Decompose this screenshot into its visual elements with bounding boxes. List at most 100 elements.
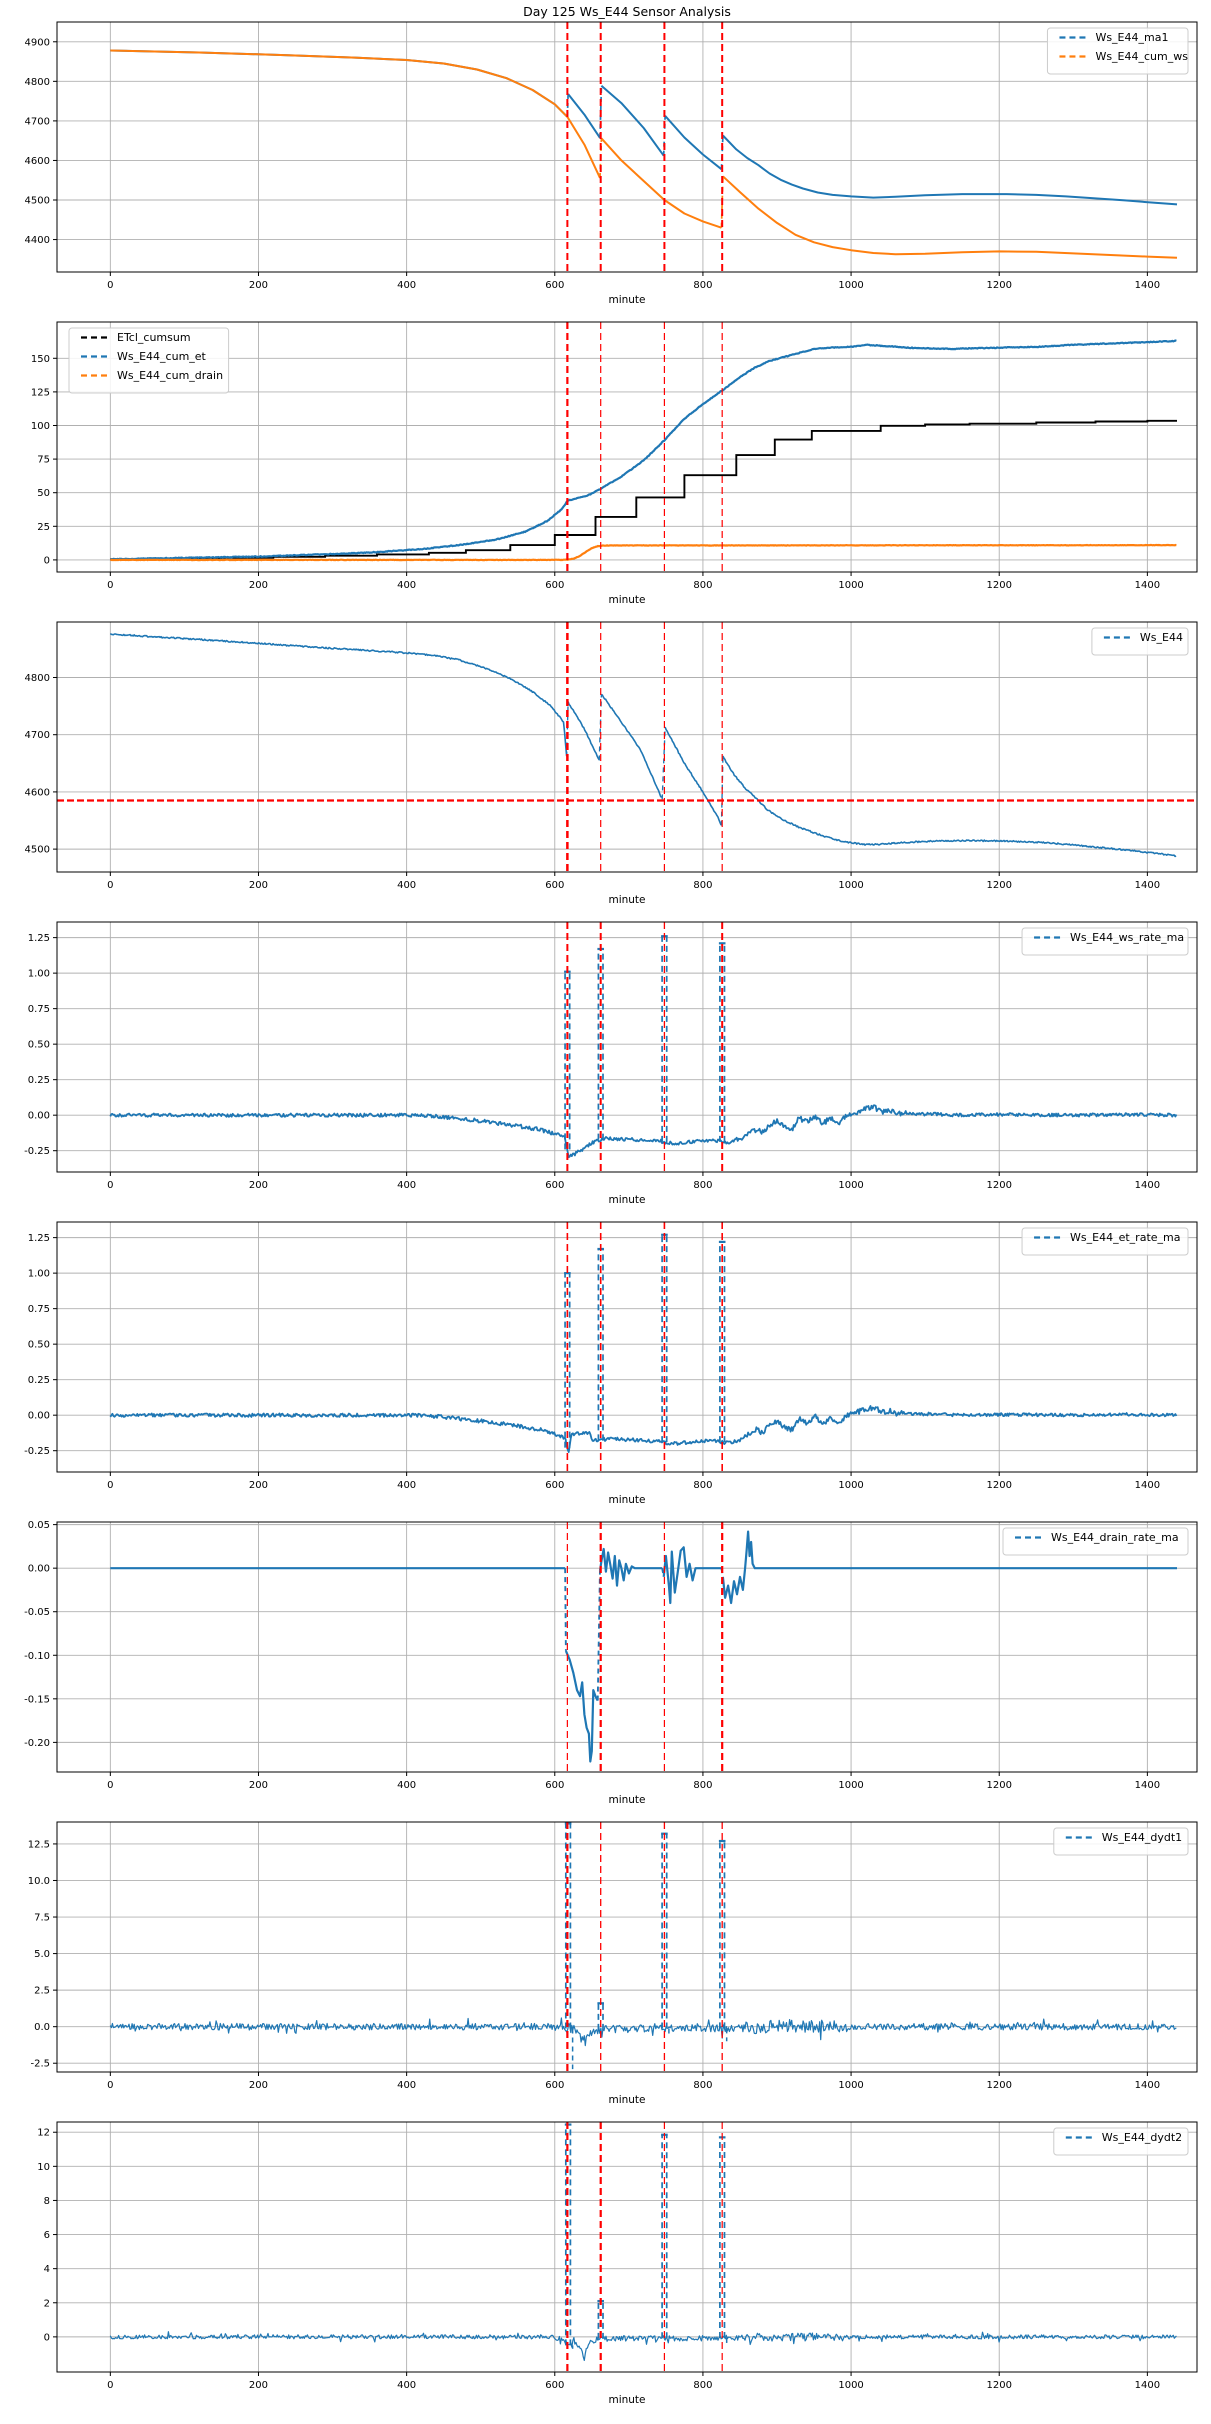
svg-text:400: 400 <box>397 280 416 291</box>
svg-text:Ws_E44_ws_rate_ma: Ws_E44_ws_rate_ma <box>1070 931 1184 944</box>
svg-text:1.25: 1.25 <box>28 933 50 944</box>
svg-text:600: 600 <box>545 880 564 891</box>
svg-text:0: 0 <box>107 1480 113 1491</box>
svg-text:4500: 4500 <box>25 196 50 207</box>
svg-text:-0.20: -0.20 <box>24 1738 50 1749</box>
svg-text:0.50: 0.50 <box>28 1040 50 1051</box>
svg-text:200: 200 <box>249 1480 268 1491</box>
panel-6-drain-rate: 0 200 400 600 800 1000 1200 1400 -0.20 -0.15 -0.10… <box>0 1520 1211 1820</box>
svg-text:4600: 4600 <box>25 787 50 798</box>
svg-text:1200: 1200 <box>986 880 1011 891</box>
svg-text:800: 800 <box>693 1480 712 1491</box>
series-Ws_E44_drain_rate_ma <box>110 1530 1177 1763</box>
svg-text:600: 600 <box>545 580 564 591</box>
svg-text:Ws_E44: Ws_E44 <box>1140 631 1183 644</box>
svg-text:1000: 1000 <box>838 280 863 291</box>
svg-text:0.00: 0.00 <box>28 1564 50 1575</box>
svg-text:0.50: 0.50 <box>28 1340 50 1351</box>
panel-5-plot: 0 200 400 600 800 1000 1200 1400 -0.25 0.00 0.25 0.… <box>24 1221 1198 1506</box>
svg-text:0: 0 <box>107 1780 113 1791</box>
x-axis-label: minute <box>608 2094 645 2106</box>
svg-text:0: 0 <box>44 2332 50 2343</box>
tick-labels: 0 200 400 600 800 1000 1200 1400 4500 4600 4700 480… <box>25 673 1161 891</box>
tick-labels: 0 200 400 600 800 1000 1200 1400 4400 4500 4600 470… <box>25 37 1161 291</box>
svg-text:Ws_E44_cum_et: Ws_E44_cum_et <box>117 350 207 363</box>
svg-text:50: 50 <box>37 488 50 499</box>
svg-text:4700: 4700 <box>25 730 50 741</box>
svg-text:12.5: 12.5 <box>28 1839 50 1850</box>
event-lines <box>566 1522 724 1772</box>
tick-labels: 0 200 400 600 800 1000 1200 1400 -0.20 -0.15 -0.10… <box>24 1520 1160 1791</box>
series-Ws_E44 <box>109 632 1177 858</box>
panel-1-ma1-cumws: 0 200 400 600 800 1000 1200 1400 4400 4500 4600 470… <box>0 20 1211 320</box>
panel-4-plot: 0 200 400 600 800 1000 1200 1400 -0.25 0.00 0.25 0.… <box>24 921 1198 1206</box>
svg-text:2: 2 <box>44 2298 50 2309</box>
svg-text:1.00: 1.00 <box>28 969 50 980</box>
svg-text:600: 600 <box>545 1780 564 1791</box>
series-group <box>109 632 1177 858</box>
svg-text:1.00: 1.00 <box>28 1269 50 1280</box>
svg-text:0: 0 <box>107 2380 113 2391</box>
svg-text:0: 0 <box>107 1180 113 1191</box>
figure-title: Day 125 Ws_E44 Sensor Analysis <box>523 4 731 19</box>
series-Ws_E44_cum_drain <box>110 543 1177 562</box>
legend: Ws_E44_ws_rate_ma <box>1021 927 1189 956</box>
svg-text:800: 800 <box>693 2380 712 2391</box>
svg-text:800: 800 <box>693 1780 712 1791</box>
svg-text:800: 800 <box>693 1180 712 1191</box>
panel-3-raw-ws: 0 200 400 600 800 1000 1200 1400 4500 4600 4700 480… <box>0 620 1211 920</box>
svg-text:200: 200 <box>249 2080 268 2091</box>
svg-text:0.75: 0.75 <box>28 1004 50 1015</box>
panel-3-plot: 0 200 400 600 800 1000 1200 1400 4500 4600 4700 480… <box>25 621 1198 906</box>
svg-text:25: 25 <box>37 522 50 533</box>
svg-text:7.5: 7.5 <box>34 1913 50 1924</box>
svg-text:0.0: 0.0 <box>34 2022 50 2033</box>
event-lines <box>566 622 723 872</box>
svg-text:0.25: 0.25 <box>28 1075 50 1086</box>
svg-text:-0.15: -0.15 <box>24 1694 50 1705</box>
grid <box>57 1822 1197 2072</box>
svg-text:600: 600 <box>545 280 564 291</box>
svg-text:1200: 1200 <box>986 1480 1011 1491</box>
event-lines <box>566 322 723 572</box>
svg-text:1200: 1200 <box>986 2380 1011 2391</box>
panel-8-plot: 0 200 400 600 800 1000 1200 1400 0 2 4 6 8 10 12 minute… <box>37 2121 1198 2406</box>
svg-text:10.0: 10.0 <box>28 1876 50 1887</box>
svg-text:200: 200 <box>249 580 268 591</box>
svg-text:12: 12 <box>37 2128 50 2139</box>
svg-text:-2.5: -2.5 <box>30 2059 50 2070</box>
svg-text:600: 600 <box>545 1180 564 1191</box>
svg-text:400: 400 <box>397 1480 416 1491</box>
svg-text:0: 0 <box>107 280 113 291</box>
legend: Ws_E44_dydt2 <box>1053 2127 1189 2156</box>
svg-text:4600: 4600 <box>25 156 50 167</box>
svg-text:4500: 4500 <box>25 845 50 856</box>
svg-text:400: 400 <box>397 1180 416 1191</box>
svg-text:5.0: 5.0 <box>34 1949 50 1960</box>
series-ETcl_cumsum <box>110 419 1177 561</box>
svg-text:ETcl_cumsum: ETcl_cumsum <box>117 331 191 344</box>
series-group <box>109 935 1178 1159</box>
svg-text:1000: 1000 <box>838 2380 863 2391</box>
svg-text:1000: 1000 <box>838 1180 863 1191</box>
x-axis-label: minute <box>608 594 645 606</box>
svg-text:75: 75 <box>37 455 50 466</box>
svg-text:10: 10 <box>37 2162 50 2173</box>
svg-text:1400: 1400 <box>1135 880 1160 891</box>
panel-2-cumulatives: 0 200 400 600 800 1000 1200 1400 0 25 50 75 100 125 15… <box>0 320 1211 620</box>
svg-text:125: 125 <box>31 387 50 398</box>
svg-text:0: 0 <box>107 880 113 891</box>
svg-text:1400: 1400 <box>1135 2080 1160 2091</box>
svg-text:1200: 1200 <box>986 1780 1011 1791</box>
svg-text:400: 400 <box>397 1780 416 1791</box>
event-lines <box>566 2122 723 2372</box>
tick-labels: 0 200 400 600 800 1000 1200 1400 0 2 4 6 8 10 12 <box>37 2128 1160 2391</box>
series-Ws_E44_dydt1 <box>109 1822 1177 2070</box>
event-lines <box>566 922 724 1172</box>
series-group <box>110 339 1177 562</box>
series-Ws_E44_dydt2 <box>109 2123 1177 2361</box>
legend: Ws_E44 <box>1091 627 1189 656</box>
grid <box>57 22 1197 272</box>
svg-text:200: 200 <box>249 880 268 891</box>
svg-text:-0.25: -0.25 <box>24 1446 50 1457</box>
